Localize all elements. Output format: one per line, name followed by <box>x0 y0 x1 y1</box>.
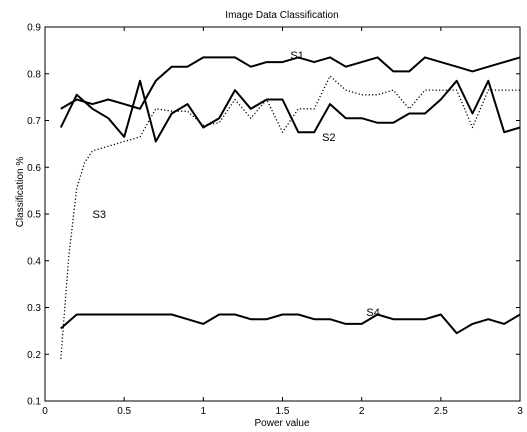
series-line-s2 <box>59 79 521 143</box>
plot-frame <box>44 26 521 402</box>
series-label-s3: S3 <box>93 209 106 221</box>
x-tick-label: 1.5 <box>276 406 290 417</box>
y-tick-label: 0.8 <box>27 69 41 80</box>
series-label-s1: S1 <box>290 50 303 62</box>
y-tick-label: 0.9 <box>27 23 41 34</box>
x-tick-label: 0 <box>42 406 48 417</box>
y-tick-label: 0.4 <box>27 256 41 267</box>
y-tick-label: 0.2 <box>27 350 41 361</box>
x-tick-label: 0.5 <box>117 406 131 417</box>
x-tick-label: 2 <box>359 406 365 417</box>
series-label-s2: S2 <box>322 132 335 144</box>
series-label-s4: S4 <box>366 307 379 319</box>
y-tick-label: 0.5 <box>27 210 41 221</box>
y-tick-label: 0.3 <box>27 303 41 314</box>
chart-title: Image Data Classification <box>225 10 338 21</box>
series-line-s1 <box>60 56 521 110</box>
x-tick-label: 2.5 <box>434 406 448 417</box>
y-tick-label: 0.6 <box>27 163 41 174</box>
plot-area: 0 0.5 1 1.5 2 2.5 3 0.1 0.2 0.3 0.4 0.5 0.6 0.7 0.8 0.9… <box>27 23 523 418</box>
y-axis-title: Classification % <box>15 157 26 228</box>
x-axis-title: Power value <box>254 418 309 429</box>
x-tick-label: 3 <box>517 406 523 417</box>
x-tick-label: 1 <box>201 406 207 417</box>
y-tick-label: 0.1 <box>27 397 41 408</box>
series-line-s4 <box>60 313 521 335</box>
y-tick-label: 0.7 <box>27 116 41 127</box>
series-line-s3 <box>60 75 520 359</box>
